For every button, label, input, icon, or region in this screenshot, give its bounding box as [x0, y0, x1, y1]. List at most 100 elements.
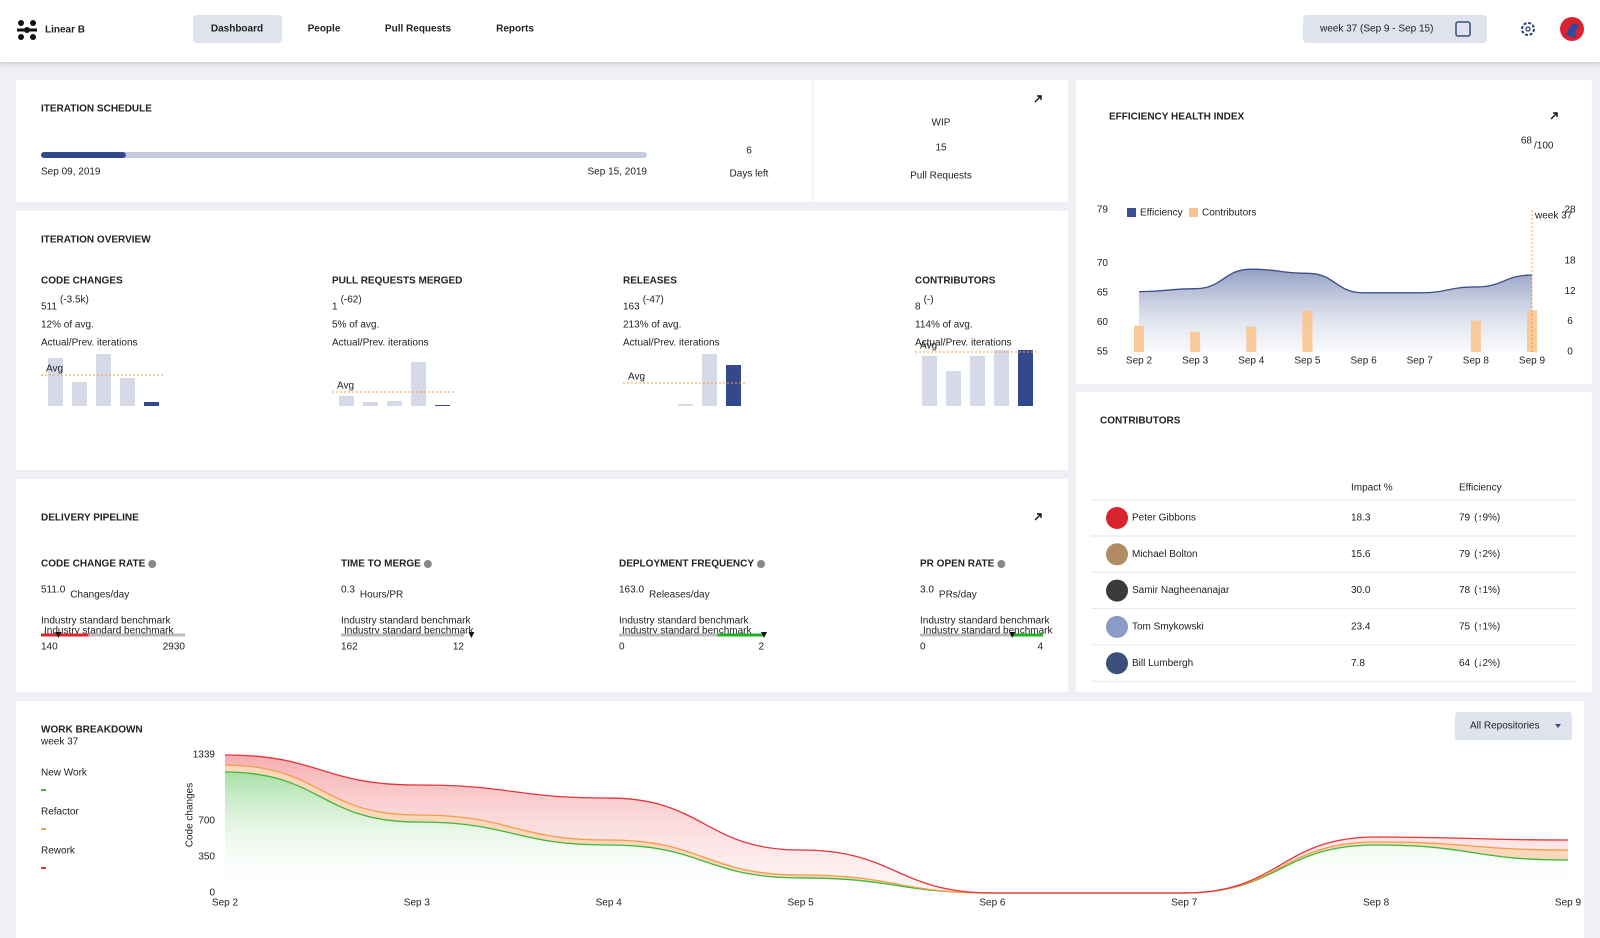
metric-title: RELEASES: [623, 276, 677, 287]
metric-unit: Changes/day: [70, 590, 129, 601]
logo-text: Linear B: [45, 25, 85, 36]
gauge-max: 4: [1037, 642, 1043, 653]
efficiency: 79: [1459, 549, 1471, 560]
mini-bar: [96, 354, 111, 406]
dropdown-label[interactable]: All Repositories: [1470, 721, 1539, 732]
metric-title: CONTRIBUTORS: [915, 276, 996, 287]
info-icon[interactable]: [148, 560, 156, 568]
x-tick-label: Sep 8: [1463, 356, 1490, 367]
metric-unit: Releases/day: [649, 590, 710, 601]
mini-bar: [363, 402, 378, 406]
metric-value: 3.0: [920, 585, 934, 596]
x-tick-label: Sep 8: [1363, 898, 1390, 909]
panel-title: ITERATION OVERVIEW: [41, 235, 151, 246]
contributor-name: Michael Bolton: [1132, 549, 1198, 560]
avatar: [1106, 616, 1128, 638]
y-tick-label: 1339: [193, 750, 216, 761]
y-tick-label: 60: [1097, 317, 1109, 328]
legend-label: New Work: [41, 768, 88, 779]
mini-bar: [144, 402, 159, 406]
metric-change: (-3.5k): [60, 295, 89, 306]
efficiency-change: (↑9%): [1474, 513, 1500, 524]
mini-bar: [702, 354, 717, 406]
gauge-min: 0: [920, 642, 926, 653]
panel-subtitle: week 37: [40, 737, 79, 748]
mini-bar: [387, 401, 402, 406]
mini-bar: [339, 396, 354, 406]
logo-dot: [30, 20, 36, 26]
mini-bar: [435, 405, 450, 406]
logo-bar: [17, 29, 37, 32]
metric-title: CODE CHANGES: [41, 276, 123, 287]
bar: [1471, 321, 1481, 352]
x-tick-label: Sep 2: [1126, 356, 1153, 367]
y2-tick-label: 6: [1567, 316, 1573, 327]
metric-value: 0.3: [341, 585, 355, 596]
nav-link[interactable]: Dashboard: [211, 24, 263, 35]
efficiency: 64: [1459, 658, 1471, 669]
avg-label: Avg: [46, 364, 63, 375]
bar: [1190, 332, 1200, 352]
contributor-name: Peter Gibbons: [1132, 513, 1196, 524]
legend-label: Contributors: [1202, 208, 1256, 219]
mini-bar: [922, 356, 937, 406]
metric-percent: 5% of avg.: [332, 320, 379, 331]
metric-caption: Actual/Prev. iterations: [623, 338, 720, 349]
y2-tick-label: 18: [1564, 255, 1576, 266]
efficiency: 79: [1459, 513, 1471, 524]
x-tick-label: Sep 3: [1182, 356, 1209, 367]
info-icon[interactable]: [424, 560, 432, 568]
metric-change: (-62): [341, 295, 362, 306]
column-header: Efficiency: [1459, 483, 1502, 494]
x-tick-label: Sep 5: [1294, 356, 1321, 367]
logo-dot: [30, 34, 36, 40]
y-tick-label: 70: [1097, 258, 1109, 269]
nav-link[interactable]: Pull Requests: [385, 24, 452, 35]
mini-bar: [970, 356, 985, 406]
contributor-name: Bill Lumbergh: [1132, 658, 1193, 669]
week-picker-label[interactable]: week 37 (Sep 9 - Sep 15): [1319, 24, 1433, 35]
x-tick-label: Sep 9: [1519, 356, 1546, 367]
mini-bar: [678, 404, 693, 406]
efficiency: 78: [1459, 585, 1471, 596]
efficiency: 75: [1459, 622, 1471, 633]
nav-link[interactable]: Reports: [496, 24, 534, 35]
metric-value: 163.0: [619, 585, 644, 596]
y-axis-label: Code changes: [185, 783, 196, 848]
panel-title: WORK BREAKDOWN: [41, 725, 143, 736]
mini-bar: [72, 382, 87, 406]
x-tick-label: Sep 6: [979, 898, 1006, 909]
efficiency-change: (↑1%): [1474, 585, 1500, 596]
gauge-max: 12: [453, 642, 465, 653]
impact: 23.4: [1351, 622, 1371, 633]
metric-title: CODE CHANGE RATE: [41, 559, 146, 570]
avatar: [1106, 580, 1128, 602]
panel-title: EFFICIENCY HEALTH INDEX: [1109, 112, 1245, 123]
metric-change: (-47): [643, 295, 664, 306]
y-tick-label: 700: [198, 815, 215, 826]
y2-tick-label: 12: [1564, 286, 1576, 297]
nav-link[interactable]: People: [308, 24, 341, 35]
y-tick-label: 79: [1097, 205, 1109, 216]
score: 68: [1521, 136, 1533, 147]
contributor-name: Tom Smykowski: [1132, 622, 1204, 633]
legend-swatch: [1189, 208, 1198, 217]
gauge-min: 162: [341, 642, 358, 653]
metric-unit: Hours/PR: [360, 590, 403, 601]
mini-bar: [726, 365, 741, 406]
y-tick-label: 350: [198, 852, 215, 863]
metric-title: TIME TO MERGE: [341, 559, 421, 570]
user-avatar[interactable]: [1560, 17, 1584, 41]
bar: [1302, 310, 1312, 352]
metric-value: 511: [41, 302, 57, 313]
x-tick-label: Sep 4: [1238, 356, 1265, 367]
metric-title: PR OPEN RATE: [920, 559, 995, 570]
metric-percent: 114% of avg.: [915, 320, 973, 331]
info-icon[interactable]: [757, 560, 765, 568]
metric-unit: PRs/day: [939, 590, 977, 601]
info-icon[interactable]: [997, 560, 1005, 568]
x-tick-label: Sep 7: [1171, 898, 1198, 909]
avg-label: Avg: [628, 372, 645, 383]
logo-dot: [18, 34, 24, 40]
annotation: week 37: [1534, 211, 1573, 222]
